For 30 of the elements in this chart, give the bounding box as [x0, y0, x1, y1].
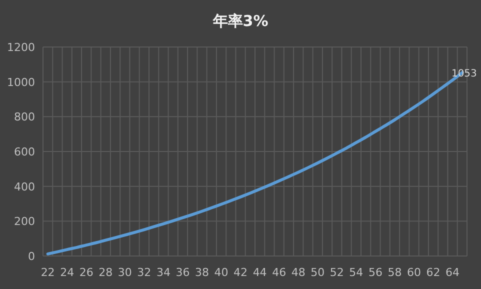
y-tick-label: 1000 [7, 76, 35, 89]
x-tick-label: 38 [195, 266, 209, 279]
y-tick-label: 600 [14, 146, 35, 158]
x-tick-label: 36 [176, 266, 190, 279]
y-tick-label: 200 [14, 215, 35, 228]
x-tick-label: 30 [118, 266, 132, 279]
x-tick-label: 62 [426, 266, 440, 279]
y-tick-label: 0 [28, 250, 35, 263]
x-tick-label: 50 [310, 266, 325, 279]
x-tick-label: 34 [156, 266, 170, 279]
x-tick-label: 64 [446, 266, 460, 279]
x-tick-label: 54 [349, 266, 364, 279]
x-tick-label: 22 [40, 266, 55, 279]
x-tick-label: 58 [388, 266, 402, 279]
x-tick-label: 60 [407, 266, 421, 279]
x-tick-label: 52 [330, 266, 344, 279]
x-tick-label: 56 [368, 266, 382, 279]
x-tick-label: 32 [137, 266, 152, 279]
y-tick-label: 800 [14, 110, 35, 124]
x-tick-label: 28 [98, 266, 113, 279]
x-tick-label: 44 [252, 266, 267, 279]
x-tick-label: 42 [234, 266, 248, 279]
x-tick-label: 26 [79, 266, 94, 279]
chart-title: 年率3% [212, 12, 268, 30]
y-tick-label: 400 [14, 180, 35, 194]
x-tick-label: 48 [291, 266, 306, 279]
x-tick-label: 46 [272, 266, 286, 279]
x-tick-label: 24 [60, 266, 74, 279]
x-tick-label: 40 [214, 266, 228, 279]
y-tick-label: 1200 [7, 41, 35, 54]
